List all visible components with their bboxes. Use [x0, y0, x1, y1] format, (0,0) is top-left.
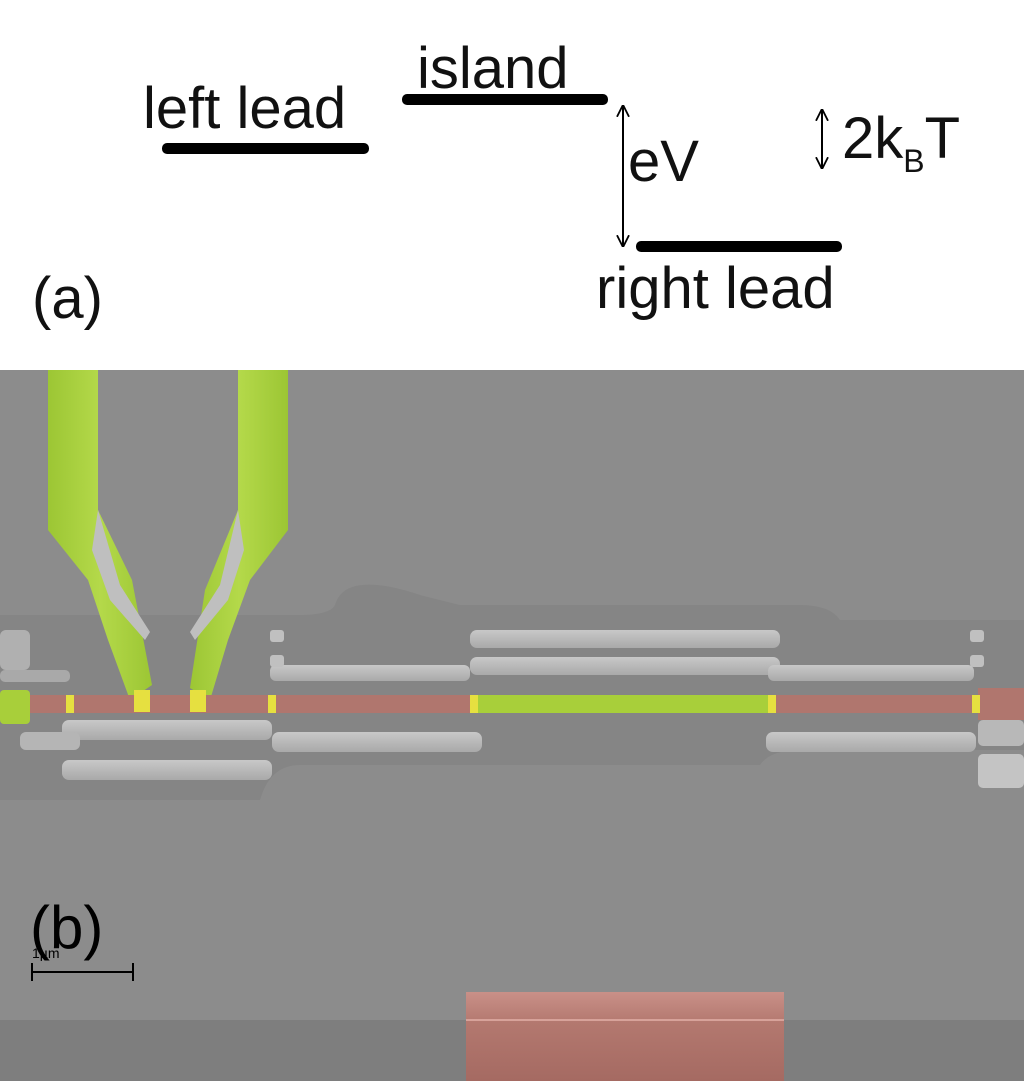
lead-shadow-left: [92, 510, 150, 640]
right-lead-level: [636, 241, 842, 252]
energy-diagram: left lead island eV 2kBT right lead (a): [0, 0, 1024, 370]
thermal-energy-label: 2kBT: [842, 110, 960, 179]
edge-block-right-2: [978, 754, 1024, 788]
upper-grey-strip-4: [768, 665, 974, 681]
junction-4: [268, 695, 276, 713]
right-lead-label: right lead: [596, 256, 835, 321]
left-edge-green: [0, 690, 30, 724]
lead-shadow-right: [190, 510, 244, 640]
sem-micrograph: 1µm (b): [0, 370, 1024, 1081]
thermal-label-subscript: B: [903, 143, 925, 179]
junction-6: [768, 695, 776, 713]
lower-grey-strip-5: [766, 732, 976, 752]
junction-2: [134, 690, 150, 712]
junction-1: [66, 695, 74, 713]
superconductor-mid-left: [276, 695, 470, 713]
bias-label: eV: [628, 129, 699, 194]
thermal-label-main: 2k: [842, 106, 904, 171]
small-square-2: [270, 655, 284, 667]
edge-block-right-1: [978, 720, 1024, 746]
upper-grey-strip-2: [470, 630, 780, 648]
sem-image: 1µm (b): [0, 370, 1024, 1081]
thermal-label-tail: T: [924, 106, 961, 171]
lower-grey-strip-4: [272, 732, 482, 752]
edge-block-left-strip: [0, 670, 70, 682]
energy-arrows: [0, 0, 1024, 370]
junction-5: [470, 695, 478, 713]
left-lead-level: [162, 143, 369, 154]
normal-island: [476, 695, 770, 713]
edge-block-left-top: [0, 630, 30, 670]
lower-grey-strip-3: [62, 760, 272, 780]
small-square-1: [270, 630, 284, 642]
island-label: island: [417, 36, 569, 101]
junction-3: [190, 690, 206, 712]
small-square-3: [970, 630, 984, 642]
scale-bar-label: 1µm: [32, 945, 60, 961]
panel-a-label: (a): [32, 266, 103, 331]
island-level: [402, 94, 608, 105]
superconductor-right-edge: [978, 688, 1024, 720]
junction-7: [972, 695, 980, 713]
upper-grey-strip-3: [470, 657, 780, 675]
upper-grey-strip-1: [270, 665, 470, 681]
bottom-contact-pad: [466, 992, 784, 1081]
lower-grey-strip-2: [20, 732, 80, 750]
left-lead-label: left lead: [143, 76, 347, 141]
small-square-4: [970, 655, 984, 667]
scale-bar: [31, 963, 134, 981]
lower-grey-strip-1: [62, 720, 272, 740]
panel-b-label: (b): [30, 894, 103, 961]
superconductor-mid-right: [776, 695, 972, 713]
